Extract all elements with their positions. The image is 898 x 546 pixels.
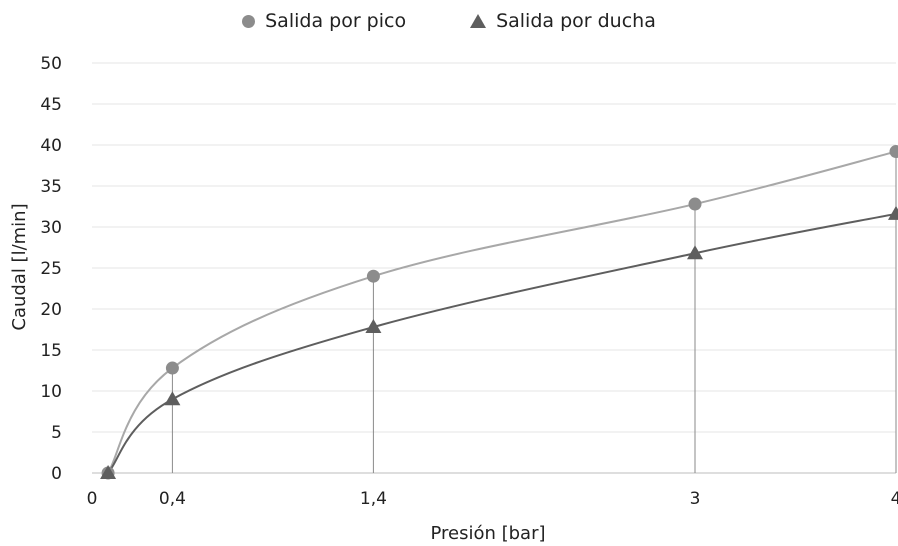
circle-marker-icon bbox=[242, 14, 256, 28]
y-axis-title: Caudal [l/min] bbox=[9, 203, 30, 330]
triangle-marker-icon bbox=[470, 14, 487, 28]
y-tick-label: 0 bbox=[51, 464, 62, 484]
x-tick-label: 3 bbox=[690, 489, 701, 509]
x-tick-label: 0 bbox=[87, 489, 98, 509]
legend-item-pico: Salida por pico bbox=[242, 10, 406, 32]
legend-item-ducha: Salida por ducha bbox=[470, 10, 656, 32]
data-point-triangle bbox=[687, 245, 703, 260]
grid-lines bbox=[92, 62, 896, 474]
data-point-triangle bbox=[888, 205, 898, 220]
x-axis-title: Presión [bar] bbox=[430, 523, 545, 544]
series-line-0 bbox=[107, 150, 897, 474]
series-layer bbox=[100, 145, 898, 480]
y-tick-label: 30 bbox=[40, 218, 62, 238]
drop-lines bbox=[171, 151, 897, 473]
series-line-1 bbox=[107, 212, 897, 474]
data-point-circle bbox=[889, 145, 898, 159]
y-tick-label: 20 bbox=[40, 300, 62, 320]
y-tick-label: 35 bbox=[40, 177, 62, 197]
x-tick-label: 4 bbox=[891, 489, 898, 509]
legend-label-ducha: Salida por ducha bbox=[496, 10, 656, 32]
y-tick-label: 5 bbox=[51, 423, 62, 443]
y-axis-ticks: 0 5 10 15 20 25 30 35 40 45 50 bbox=[40, 54, 62, 484]
y-tick-label: 40 bbox=[40, 136, 62, 156]
y-tick-label: 10 bbox=[40, 382, 62, 402]
x-axis-ticks: 0 0,4 1,4 3 4 bbox=[87, 489, 898, 509]
legend-label-pico: Salida por pico bbox=[265, 10, 407, 32]
x-tick-label: 1,4 bbox=[360, 489, 387, 509]
y-tick-label: 45 bbox=[40, 95, 62, 115]
data-point-circle bbox=[688, 197, 702, 211]
data-point-triangle bbox=[100, 465, 117, 479]
y-tick-label: 25 bbox=[40, 259, 62, 279]
data-point-triangle bbox=[164, 391, 181, 406]
data-point-triangle bbox=[365, 319, 382, 334]
legend: Salida por pico Salida por ducha bbox=[0, 6, 898, 36]
y-tick-label: 15 bbox=[40, 341, 62, 361]
data-point-circle bbox=[366, 269, 380, 283]
x-tick-label: 0,4 bbox=[159, 489, 186, 509]
data-point-circle bbox=[165, 361, 179, 375]
y-tick-label: 50 bbox=[40, 54, 62, 74]
